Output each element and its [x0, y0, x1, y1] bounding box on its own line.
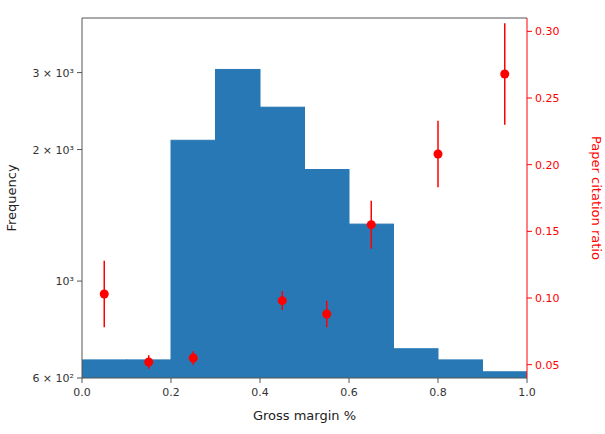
x-tick — [438, 378, 439, 383]
scatter-point — [278, 296, 287, 305]
y2-tick — [527, 364, 532, 365]
x-tick-label: 1.0 — [518, 386, 536, 399]
scatter-point — [144, 358, 153, 367]
y2-tick — [527, 31, 532, 32]
x-tick — [82, 378, 83, 383]
y-tick — [77, 378, 82, 379]
y-axis-label: Frequency — [4, 164, 19, 231]
y-axis-line — [82, 18, 83, 378]
y-tick-label: 6 × 10² — [32, 372, 74, 385]
y2-axis-label: Paper citation ratio — [589, 136, 604, 260]
y2-tick — [527, 164, 532, 165]
y-tick-label: 10³ — [56, 275, 74, 288]
x-tick — [171, 378, 172, 383]
y2-tick-label: 0.25 — [535, 92, 560, 105]
y-tick-label: 2 × 10³ — [32, 144, 74, 157]
x-tick-label: 0.8 — [429, 386, 447, 399]
scatter-point — [434, 150, 443, 159]
histogram-bar — [216, 69, 261, 378]
x-tick — [349, 378, 350, 383]
y2-tick-label: 0.05 — [535, 359, 560, 372]
x-tick-label: 0.4 — [251, 386, 269, 399]
y2-axis-line — [527, 18, 528, 378]
x-tick-label: 0.0 — [73, 386, 91, 399]
x-tick-label: 0.6 — [340, 386, 358, 399]
histogram-bar — [438, 360, 483, 378]
y2-tick-label: 0.30 — [535, 25, 560, 38]
x-tick — [527, 378, 528, 383]
y2-tick — [527, 298, 532, 299]
histogram-bar — [483, 372, 528, 378]
scatter-point — [322, 310, 331, 319]
histogram-bar — [260, 107, 305, 378]
plot-background — [82, 18, 527, 378]
y-tick — [77, 72, 82, 73]
histogram-bar — [394, 349, 439, 378]
x-axis-line — [82, 378, 527, 379]
scatter-point — [367, 220, 376, 229]
chart: 0.0 0.2 0.4 0.6 0.8 1.0 6 × 10² 10³ 2 × 10³ 3 × 1… — [0, 0, 605, 434]
y-tick — [77, 149, 82, 150]
scatter-point — [189, 354, 198, 363]
y2-tick-label: 0.20 — [535, 159, 560, 172]
x-axis-label: Gross margin % — [253, 408, 356, 423]
y2-tick-label: 0.15 — [535, 225, 560, 238]
y-tick-label: 3 × 10³ — [32, 67, 74, 80]
scatter-point — [100, 290, 109, 299]
histogram-bar — [171, 140, 216, 378]
y2-tick — [527, 98, 532, 99]
plot-area — [82, 23, 527, 378]
frame-top — [82, 18, 527, 19]
histogram-bar — [305, 170, 350, 378]
x-tick-label: 0.2 — [162, 386, 180, 399]
histogram-bar — [82, 360, 127, 378]
y2-tick — [527, 231, 532, 232]
x-tick — [260, 378, 261, 383]
y-tick — [77, 281, 82, 282]
scatter-point — [500, 70, 509, 79]
y2-tick-label: 0.10 — [535, 292, 560, 305]
